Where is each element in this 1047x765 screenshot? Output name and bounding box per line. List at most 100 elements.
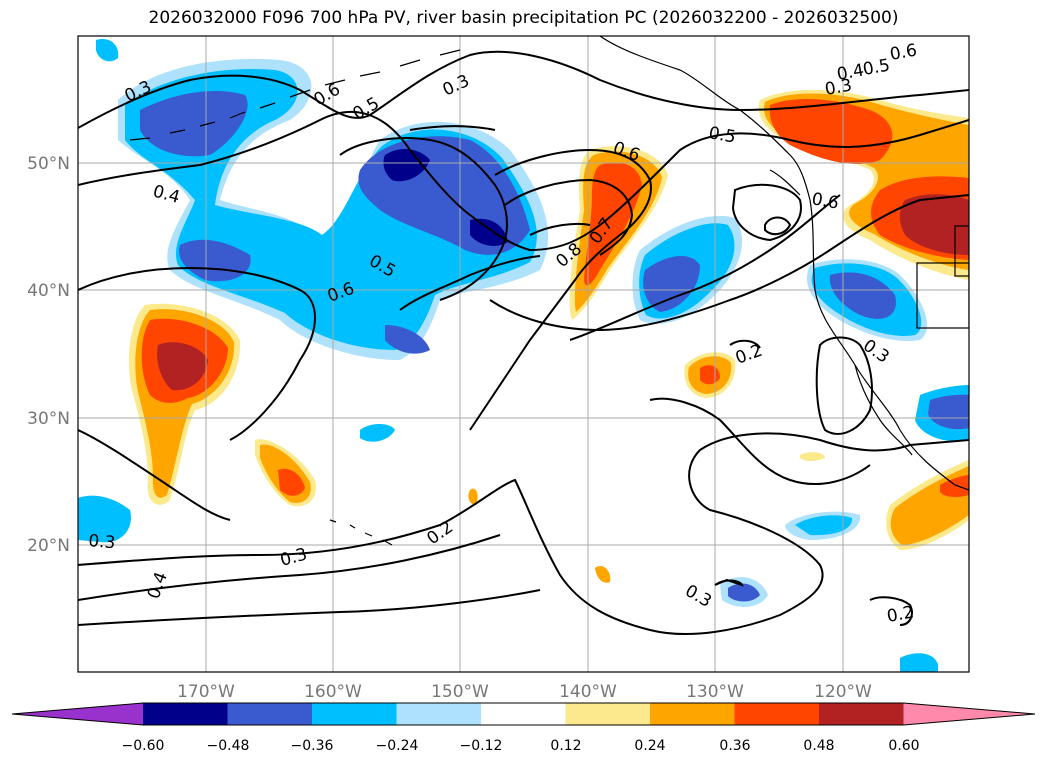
pv-contour-line-16 (409, 125, 496, 131)
shade-speck-1 (468, 488, 478, 505)
colorbar-tick-label: 0.48 (803, 738, 834, 754)
colorbar-segment (565, 703, 651, 725)
contour-label: 0.4 (144, 569, 172, 601)
pv-contour-line-10 (504, 178, 634, 256)
coast-vancouver-island (769, 169, 801, 196)
colorbar-outline (11, 702, 1036, 726)
shade-royal-blue (140, 90, 530, 354)
contour-label: 0.6 (888, 41, 918, 65)
shade-speck-2 (595, 565, 611, 583)
pv-contour-line-11 (529, 222, 591, 236)
shade-red-orange-2 (278, 468, 305, 496)
pv-contour-line-4 (78, 429, 231, 521)
basin-outline-2 (954, 225, 969, 277)
pv-contour-line-18 (764, 216, 792, 236)
coast-aleutians (129, 49, 461, 141)
contour-label: 0.2 (885, 603, 915, 627)
pv-contour-line-13 (569, 194, 841, 341)
pv-contour-line-3 (78, 266, 316, 441)
colorbar-extend-high (903, 703, 1035, 725)
colorbar-tick-label: −0.24 (376, 738, 419, 754)
colorbar-segment (819, 703, 904, 725)
colorbar-segment (734, 703, 820, 725)
colorbar-tick-label: 0.60 (888, 738, 919, 754)
pv-contour-line-6 (78, 534, 501, 601)
contour-label: 0.6 (311, 79, 344, 110)
pv-contour-line-15 (399, 255, 541, 311)
contour-label: 0.2 (423, 517, 457, 549)
colorbar-tick-label: 0.36 (719, 738, 750, 754)
contour-label: 0.4 (835, 61, 865, 85)
contour-label: 0.5 (861, 56, 891, 80)
pv-contour-line-9 (469, 148, 652, 431)
colorbar-tick-label: −0.36 (291, 738, 334, 754)
lon-tick-label: 150°W (431, 682, 489, 702)
coast-hawaii (329, 519, 393, 546)
shade-small-blue-1 (360, 424, 395, 442)
precip-shading (78, 39, 969, 672)
contour-label: 0.4 (151, 182, 182, 208)
lon-tick-label: 170°W (177, 682, 235, 702)
colorbar-segments (11, 702, 1036, 726)
colorbar-tick-label: −0.48 (207, 738, 250, 754)
colorbar-tick-label: 0.24 (634, 738, 665, 754)
pv-contour-line-5 (78, 432, 969, 635)
contour-label: 0.5 (707, 123, 737, 147)
shade-red-orange-6 (940, 475, 969, 497)
lat-tick-label: 50°N (27, 154, 70, 174)
colorbar-tick-label: −0.60 (122, 738, 165, 754)
shade-speck-3 (800, 452, 825, 461)
contour-label: 0.3 (682, 581, 715, 612)
shade-red-orange-3 (584, 162, 642, 286)
contour-label: 0.2 (733, 341, 765, 369)
shade-small-blue-8 (96, 39, 119, 62)
pv-contour-line-17 (731, 183, 802, 242)
pv-contour-line-19 (815, 336, 873, 435)
contour-label: 0.3 (88, 531, 117, 553)
basin-outline-1 (916, 262, 969, 329)
colorbar-segment (143, 703, 228, 725)
colorbar-tick-label: −0.12 (460, 738, 503, 754)
shade-navy (383, 148, 508, 246)
lat-tick-label: 40°N (27, 281, 70, 301)
colorbar-segment (481, 703, 566, 725)
shade-small-blue-3 (795, 515, 853, 536)
shade-small-blue-7 (78, 495, 131, 543)
shade-small-blue-5 (728, 583, 760, 602)
lon-tick-label: 120°W (814, 682, 872, 702)
contour-label: 0.3 (859, 336, 893, 368)
shade-firebrick-5 (899, 194, 969, 255)
pv-contours (78, 50, 969, 635)
colorbar-tick-label: 0.12 (550, 738, 581, 754)
lon-tick-label: 160°W (304, 682, 362, 702)
lon-tick-label: 130°W (686, 682, 744, 702)
colorbar-segment (227, 703, 313, 725)
pv-contour-line-22 (869, 596, 913, 626)
lon-tick-labels: 170°W 160°W 150°W 140°W 130°W 120°W (177, 682, 872, 702)
pv-contour-line-1 (78, 50, 969, 129)
colorbar-segment (396, 703, 482, 725)
contour-label: 0.3 (440, 71, 473, 101)
pv-contour-line-7 (78, 589, 541, 626)
shade-firebrick-1 (157, 342, 208, 391)
colorbar-segment (650, 703, 735, 725)
lon-tick-label: 140°W (559, 682, 617, 702)
lat-tick-label: 30°N (27, 409, 70, 429)
shade-royal-blue-3 (829, 272, 896, 319)
colorbar-extend-low (12, 703, 143, 725)
shade-small-blue-6 (900, 653, 938, 672)
colorbar-segment (312, 703, 397, 725)
map-frame (77, 35, 970, 673)
pv-contour-line-14 (649, 397, 871, 486)
pv-contour-line-12 (489, 194, 969, 332)
colorbar-tick-labels: −0.60 −0.48 −0.36 −0.24 −0.12 0.12 0.24 … (122, 738, 920, 754)
pv-contour-line-21 (714, 578, 744, 587)
pv-contour-line-20 (729, 339, 761, 349)
shade-royal-blue-4 (928, 394, 969, 430)
lat-tick-label: 20°N (27, 536, 70, 556)
contour-label: 0.3 (278, 545, 309, 571)
lat-tick-labels: 50°N 40°N 30°N 20°N (27, 154, 70, 556)
contour-label: 0.6 (810, 189, 840, 213)
colorbar: −0.60 −0.48 −0.36 −0.24 −0.12 0.12 0.24 … (11, 702, 1036, 754)
